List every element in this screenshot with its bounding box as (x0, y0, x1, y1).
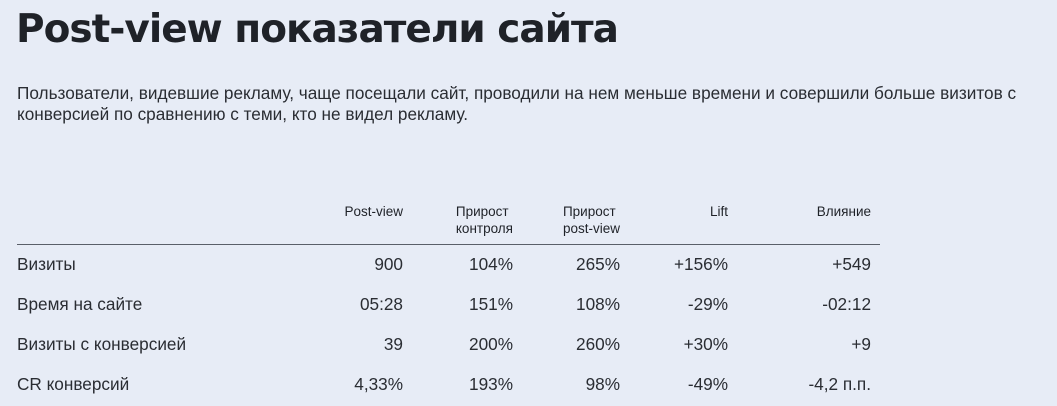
row-label: Визиты с конверсией (17, 334, 187, 354)
cell-post-view: 4,33% (354, 374, 403, 394)
column-header-lift: Lift (709, 204, 728, 219)
column-header-control-growth: Прирост контроля (455, 204, 513, 236)
cell-impact: -02:12 (822, 294, 871, 314)
column-header-impact: Влияние (816, 204, 871, 219)
row-label: Визиты (17, 254, 76, 274)
column-header-post-view-growth: Прирост post-view (562, 204, 620, 236)
cell-control-growth: 151% (469, 294, 513, 314)
table-row: Визиты с конверсией 39 200% 260% +30% +9 (17, 326, 880, 366)
table-row: CR конверсий 4,33% 193% 98% -49% -4,2 п.… (17, 366, 880, 406)
cell-impact: +9 (851, 334, 871, 354)
cell-post-view-growth: 108% (576, 294, 620, 314)
metrics-table: Post-view Прирост контроля Прирост post-… (17, 197, 880, 406)
cell-lift: +156% (674, 254, 728, 274)
cell-post-view-growth: 260% (576, 334, 620, 354)
table-row: Визиты 900 104% 265% +156% +549 (17, 246, 880, 286)
cell-post-view-growth: 98% (585, 374, 620, 394)
table-header: Post-view Прирост контроля Прирост post-… (17, 197, 880, 245)
cell-lift: -29% (687, 294, 728, 314)
column-header-post-view: Post-view (344, 204, 403, 219)
cell-post-view: 05:28 (359, 294, 403, 314)
row-label: CR конверсий (17, 374, 130, 394)
cell-control-growth: 193% (469, 374, 513, 394)
cell-control-growth: 104% (469, 254, 513, 274)
cell-impact: +549 (832, 254, 871, 274)
page-description: Пользователи, видевшие рекламу, чаще пос… (17, 83, 1017, 124)
cell-post-view: 39 (383, 334, 403, 354)
cell-lift: -49% (687, 374, 728, 394)
table-row: Время на сайте 05:28 151% 108% -29% -02:… (17, 286, 880, 326)
page-title: Post-view показатели сайта (16, 7, 619, 52)
cell-control-growth: 200% (469, 334, 513, 354)
cell-lift: +30% (683, 334, 728, 354)
cell-impact: -4,2 п.п. (808, 374, 871, 394)
row-label: Время на сайте (17, 294, 143, 314)
cell-post-view-growth: 265% (576, 254, 620, 274)
cell-post-view: 900 (374, 254, 403, 274)
